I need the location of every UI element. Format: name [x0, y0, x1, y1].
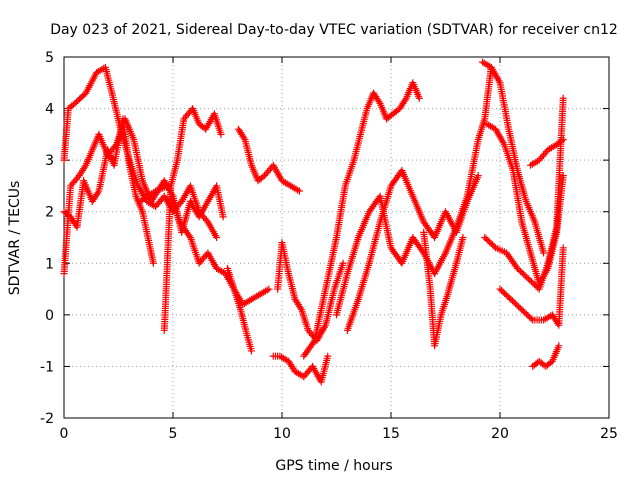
x-axis-label: GPS time / hours [275, 458, 392, 474]
series-marker-trail [530, 344, 562, 369]
data-series [60, 58, 567, 386]
chart-title: Day 023 of 2021, Sidereal Day-to-day VTE… [50, 22, 618, 38]
series-marker-trail [480, 59, 547, 255]
series-marker-trail [482, 96, 567, 292]
series-track-p [481, 94, 567, 293]
series-marker-trail [272, 352, 331, 384]
series-marker-trail [528, 137, 566, 168]
x-tick-label: 25 [600, 426, 618, 442]
series-track-s [527, 136, 567, 169]
series-marker-trail [224, 267, 255, 353]
y-tick-label: 4 [45, 102, 54, 118]
data-point [524, 275, 532, 283]
x-tick-label: 15 [382, 426, 400, 442]
series-marker-trail [420, 231, 466, 348]
x-tick-label: 20 [491, 426, 509, 442]
series-track-l [343, 166, 482, 334]
x-axis-ticks: 0 5 10 15 20 25 [60, 57, 618, 442]
series-track-m [420, 228, 467, 350]
series-marker-trail [333, 66, 495, 317]
x-tick-label: 0 [60, 426, 69, 442]
series-track-c [60, 115, 157, 267]
series-marker-trail [301, 81, 422, 358]
data-point [265, 285, 273, 293]
y-axis-ticks: -2 -1 0 1 2 3 4 5 [40, 50, 609, 427]
series-track-h [269, 352, 332, 386]
y-tick-label: -2 [40, 411, 54, 427]
x-tick-label: 10 [273, 426, 291, 442]
plot-frame [63, 56, 610, 419]
series-marker-trail [160, 106, 224, 332]
y-tick-label: 5 [45, 50, 54, 66]
y-tick-label: 2 [45, 205, 54, 221]
series-track-n [479, 58, 548, 257]
y-tick-label: 1 [45, 256, 54, 272]
series-track-e [160, 105, 225, 334]
series-track-q [496, 244, 567, 329]
series-track-k [333, 63, 495, 319]
series-marker-trail [498, 246, 567, 327]
series-track-i [274, 239, 347, 345]
x-tick-label: 5 [169, 426, 178, 442]
y-axis-label: SDTVAR / TECUs [7, 181, 23, 296]
series-marker-trail [344, 168, 481, 332]
y-tick-label: 0 [45, 308, 54, 324]
y-tick-label: 3 [45, 153, 54, 169]
series-track-f [234, 125, 303, 195]
series-track-j [300, 79, 423, 360]
y-tick-label: -1 [40, 359, 54, 375]
series-track-g [224, 264, 255, 355]
series-marker-trail [62, 117, 157, 265]
series-marker-trail [236, 127, 302, 194]
series-track-r [529, 342, 563, 370]
series-track-b [60, 115, 227, 278]
